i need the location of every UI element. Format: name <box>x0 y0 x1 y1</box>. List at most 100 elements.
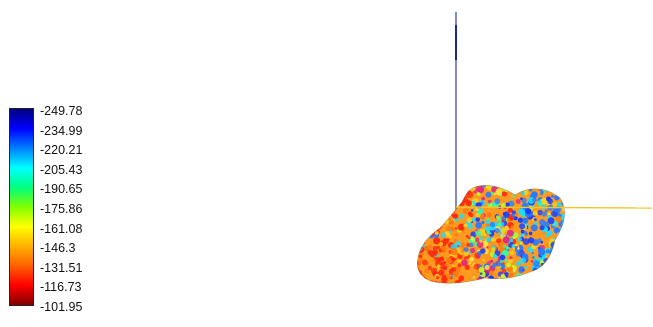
surface-patch <box>448 230 453 234</box>
surface-patch <box>436 245 441 250</box>
surface-patch <box>511 213 515 217</box>
surface-patch <box>446 205 453 211</box>
surface-patch <box>457 244 460 248</box>
surface-patch <box>453 185 458 189</box>
surface-patch <box>547 217 555 225</box>
surface-patch <box>490 237 495 242</box>
surface-patch <box>425 229 431 234</box>
surface-patch <box>515 199 521 204</box>
surface-patch <box>515 212 518 216</box>
surface-patch <box>505 202 510 207</box>
surface-patch <box>461 259 468 267</box>
surface-patch <box>504 226 509 231</box>
surface-patch <box>505 280 510 284</box>
surface-patch <box>566 184 571 189</box>
surface-patch <box>479 236 483 240</box>
surface-patch <box>427 203 433 209</box>
surface-patch <box>426 225 431 230</box>
surface-patch <box>435 222 440 226</box>
surface-patch <box>507 207 513 213</box>
surface-patch <box>560 261 565 267</box>
surface-patch <box>516 189 520 192</box>
surface-patch <box>435 199 443 207</box>
surface-patch <box>513 284 516 287</box>
surface-patch <box>464 285 467 288</box>
surface-patch <box>412 183 416 187</box>
surface-patch <box>520 191 525 196</box>
surface-patch <box>465 200 472 207</box>
surface-patch <box>436 224 440 228</box>
surface-patch <box>513 278 517 282</box>
surface-patch <box>477 209 483 215</box>
surface-patch <box>538 279 543 284</box>
surface-patch <box>522 217 529 224</box>
surface-patch <box>538 248 546 256</box>
surface-patch <box>428 201 431 205</box>
surface-patch <box>481 196 486 201</box>
surface-patch <box>546 275 553 282</box>
surface-patch <box>457 197 460 201</box>
surface-patch <box>515 185 520 189</box>
surface-patch <box>452 185 456 188</box>
surface-patch <box>553 281 560 284</box>
surface-patch <box>427 265 432 271</box>
surface-patch <box>526 274 530 278</box>
color-scale-tick-label: -234.99 <box>40 123 83 138</box>
surface-patch <box>438 223 442 227</box>
surface-patch <box>419 236 425 242</box>
surface-patch <box>466 217 473 223</box>
surface-patch <box>419 227 426 234</box>
surface-patch <box>533 279 538 283</box>
surface-patch <box>569 210 573 214</box>
surface-patch <box>539 225 545 231</box>
surface-patch <box>513 216 518 221</box>
surface-patch <box>512 194 515 198</box>
surface-patch <box>464 283 470 289</box>
surface-patch <box>562 198 565 202</box>
surface-patch <box>555 215 563 223</box>
surface-patch <box>564 186 565 192</box>
surface-patch <box>528 231 533 236</box>
surface-patch <box>452 270 460 278</box>
surface-patch <box>472 275 476 279</box>
surface-patch <box>555 275 560 280</box>
surface-patch <box>492 262 497 268</box>
surface-patch <box>553 257 558 262</box>
surface-patch <box>432 195 440 203</box>
color-scale-tick-label: -131.51 <box>40 260 83 275</box>
surface-patch <box>464 264 470 270</box>
surface-patch <box>468 256 474 262</box>
color-scale-tick-label: -175.86 <box>40 202 83 216</box>
surface-patch <box>410 234 414 238</box>
surface-patch <box>443 191 446 195</box>
surface-patch <box>467 254 471 258</box>
surface-patch <box>534 278 539 283</box>
surface-patch <box>463 250 470 256</box>
surface-patch <box>540 274 548 282</box>
surface-patch <box>533 255 537 259</box>
surface-patch <box>459 213 465 219</box>
surface-patch <box>492 254 498 259</box>
surface-patch <box>564 256 565 264</box>
surface-patch <box>547 230 553 236</box>
surface-patch <box>419 221 423 225</box>
surface-patch <box>422 284 427 289</box>
surface-patch <box>530 224 538 232</box>
surface-patch <box>553 263 558 267</box>
surface-patch <box>425 185 431 190</box>
surface-patch <box>561 242 565 249</box>
surface-patch <box>431 267 438 275</box>
surface-patch <box>531 251 534 255</box>
protein-surface[interactable] <box>408 180 575 290</box>
surface-patch <box>560 252 565 257</box>
surface-patch <box>487 202 491 206</box>
surface-patch <box>534 218 537 221</box>
horizontal-axis <box>455 206 653 209</box>
surface-patch <box>518 185 523 190</box>
surface-patch <box>560 271 565 275</box>
surface-patch <box>418 241 422 245</box>
surface-patch <box>501 218 505 222</box>
surface-patch <box>446 238 450 242</box>
